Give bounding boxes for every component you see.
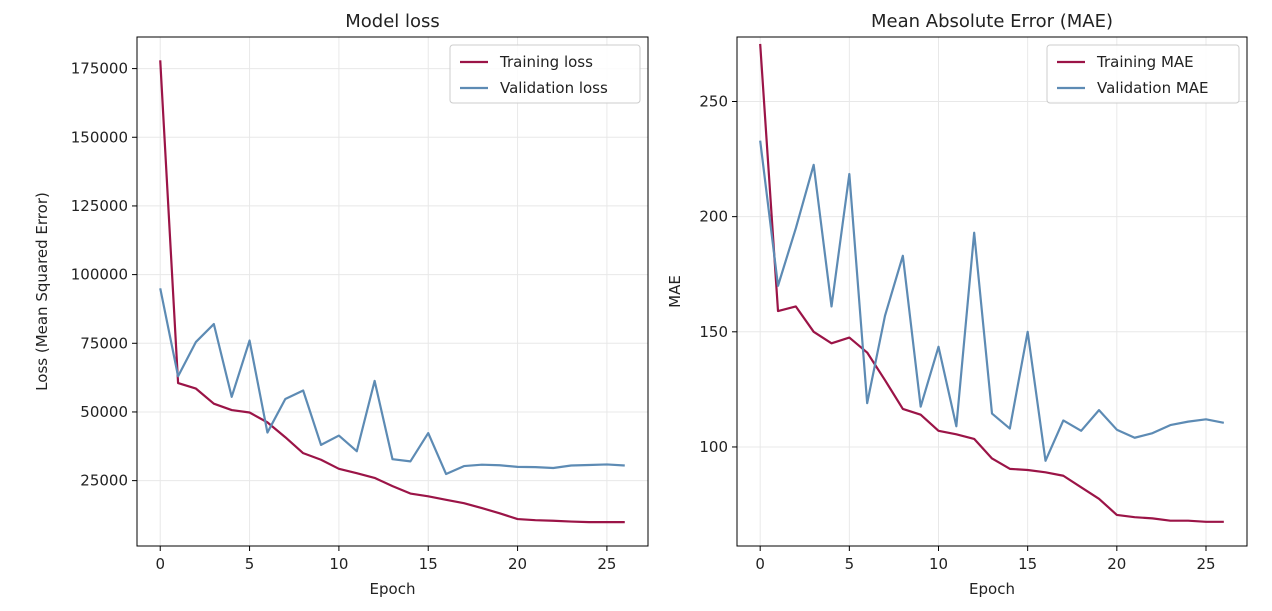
y-tick-label: 150: [699, 323, 728, 341]
series-line-training-loss: [159, 60, 625, 524]
y-tick-label: 25000: [80, 472, 128, 490]
x-tick-label: 10: [329, 555, 348, 573]
y-axis-label: MAE: [666, 275, 684, 308]
y-tick-label: 75000: [80, 334, 128, 352]
chart-title: Mean Absolute Error (MAE): [871, 11, 1113, 32]
series-line-validation-loss: [159, 288, 625, 476]
x-tick-label: 5: [245, 555, 255, 573]
chart-title: Model loss: [345, 11, 440, 32]
legend-entry-label: Validation loss: [500, 79, 608, 97]
x-tick-label: 15: [419, 555, 438, 573]
y-tick-label: 150000: [71, 128, 128, 146]
x-tick-label: 25: [1196, 555, 1215, 573]
x-tick-label: 20: [508, 555, 527, 573]
plot-frame: [136, 36, 649, 547]
y-tick-label: 175000: [71, 60, 128, 78]
x-axis-label: Epoch: [370, 580, 416, 598]
series-line-training-mae: [759, 43, 1224, 523]
y-tick-label: 50000: [80, 403, 128, 421]
legend-entry-label: Training MAE: [1096, 53, 1194, 71]
legend: Training MAE Validation MAE: [1046, 44, 1240, 104]
x-tick-label: 5: [845, 555, 855, 573]
x-tick-label: 15: [1018, 555, 1037, 573]
loss-chart-panel: 0 5 10 15 20 25 25000 50000 75000 100000 125000 150…: [33, 11, 649, 598]
series-line-validation-mae: [759, 140, 1225, 462]
mae-chart-panel: 0 5 10 15 20 25 100 150 200 250 Mean Absolute Erro…: [666, 11, 1248, 598]
y-tick-label: 125000: [71, 197, 128, 215]
legend-entry-label: Training loss: [499, 53, 593, 71]
x-tick-label: 0: [755, 555, 765, 573]
x-tick-label: 10: [929, 555, 948, 573]
legend: Training loss Validation loss: [449, 44, 641, 104]
x-tick-label: 25: [597, 555, 616, 573]
plot-frame: [736, 36, 1248, 547]
legend-entry-label: Validation MAE: [1097, 79, 1209, 97]
legend-box: [1046, 44, 1240, 104]
x-tick-label: 0: [155, 555, 165, 573]
legend-box: [449, 44, 641, 104]
x-axis-label: Epoch: [969, 580, 1015, 598]
y-tick-label: 100000: [71, 266, 128, 284]
y-tick-label: 100: [699, 438, 728, 456]
y-axis-label: Loss (Mean Squared Error): [33, 192, 51, 391]
y-tick-label: 200: [699, 208, 728, 226]
x-tick-label: 20: [1107, 555, 1126, 573]
y-tick-label: 250: [699, 92, 728, 110]
